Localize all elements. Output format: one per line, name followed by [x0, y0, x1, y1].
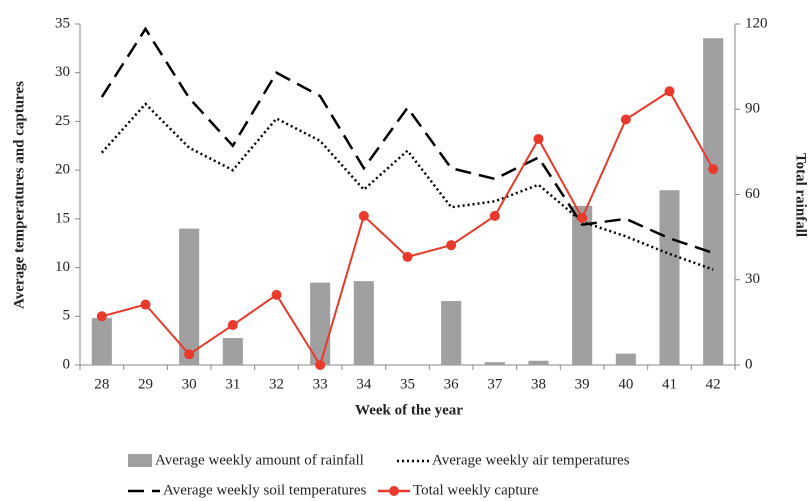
- marker: [184, 349, 195, 360]
- marker: [489, 210, 500, 221]
- bar: [91, 318, 112, 365]
- marker: [533, 133, 544, 144]
- marker: [96, 311, 107, 322]
- x-tick-label: 30: [182, 376, 197, 392]
- x-axis-title: Week of the year: [355, 402, 463, 418]
- y-tick-label: 10: [55, 259, 70, 275]
- bar: [659, 190, 680, 365]
- x-tick-label: 36: [444, 376, 460, 392]
- x-tick-label: 29: [138, 376, 153, 392]
- legend-label: Total weekly capture: [413, 482, 539, 498]
- y-tick-label: 15: [55, 210, 70, 226]
- bar: [615, 353, 636, 365]
- marker: [664, 86, 675, 97]
- x-tick-label: 41: [662, 376, 677, 392]
- x-tick-label: 32: [269, 376, 284, 392]
- y2-tick-label: 60: [745, 186, 760, 202]
- x-tick-label: 38: [531, 376, 546, 392]
- marker: [446, 240, 457, 251]
- y-tick-label: 5: [63, 308, 71, 324]
- y2-tick-label: 0: [745, 356, 753, 372]
- x-tick-label: 35: [400, 376, 415, 392]
- x-tick-label: 34: [356, 376, 372, 392]
- marker: [271, 289, 282, 300]
- marker: [577, 212, 588, 223]
- y2-tick-label: 120: [745, 15, 768, 31]
- y-axis-title: Average temperatures and captures: [11, 81, 27, 309]
- legend-swatch: [128, 454, 152, 467]
- marker: [358, 210, 369, 221]
- marker: [140, 299, 151, 310]
- bar: [484, 362, 505, 365]
- bar: [353, 281, 374, 365]
- legend-marker: [389, 486, 399, 496]
- legend-label: Average weekly soil temperatures: [163, 482, 367, 498]
- y2-axis-title: Total rainfall: [793, 153, 809, 237]
- legend-label: Average weekly air temperatures: [432, 452, 630, 468]
- x-tick-label: 31: [225, 376, 240, 392]
- x-tick-label: 28: [94, 376, 109, 392]
- x-tick-label: 40: [618, 376, 633, 392]
- bar: [441, 301, 462, 365]
- x-tick-label: 33: [313, 376, 328, 392]
- bar: [572, 205, 593, 365]
- y2-tick-label: 30: [745, 271, 760, 287]
- line: [100, 26, 714, 255]
- marker: [620, 114, 631, 125]
- y-tick-label: 35: [55, 15, 70, 31]
- bar: [703, 38, 724, 365]
- y2-tick-label: 90: [745, 101, 760, 117]
- y-tick-label: 0: [63, 356, 71, 372]
- legend-label: Average weekly amount of rainfall: [155, 452, 364, 468]
- y-tick-label: 20: [55, 162, 70, 178]
- bar: [528, 360, 549, 365]
- marker: [402, 251, 413, 262]
- marker: [708, 164, 719, 175]
- y-tick-label: 30: [55, 64, 70, 80]
- x-tick-label: 37: [487, 376, 503, 392]
- marker: [315, 360, 326, 370]
- y-tick-label: 25: [55, 113, 70, 129]
- bar: [222, 338, 243, 365]
- x-tick-label: 42: [706, 376, 721, 392]
- x-tick-label: 39: [575, 376, 590, 392]
- bar: [179, 228, 200, 365]
- marker: [227, 320, 238, 331]
